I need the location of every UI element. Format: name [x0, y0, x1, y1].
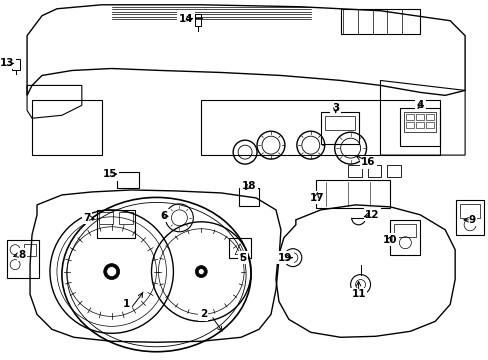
- Text: 17: 17: [309, 193, 324, 203]
- Bar: [455, 200, 483, 235]
- Bar: [426, 122, 433, 128]
- Text: 4: 4: [416, 100, 423, 110]
- Text: 12: 12: [365, 210, 379, 220]
- Bar: [7, 240, 39, 278]
- Bar: [459, 204, 479, 218]
- Bar: [340, 9, 420, 33]
- Text: 7: 7: [83, 213, 90, 223]
- Bar: [415, 122, 424, 128]
- Text: 13: 13: [0, 58, 14, 68]
- Circle shape: [195, 266, 207, 278]
- Bar: [119, 212, 132, 224]
- Circle shape: [106, 267, 117, 276]
- Circle shape: [198, 269, 204, 275]
- Text: 19: 19: [277, 253, 291, 263]
- Text: 5: 5: [239, 253, 246, 263]
- Bar: [415, 114, 424, 120]
- Bar: [324, 116, 354, 130]
- Text: 18: 18: [242, 181, 256, 191]
- Bar: [117, 172, 138, 188]
- Bar: [97, 210, 134, 238]
- Bar: [12, 59, 20, 71]
- Text: 2: 2: [199, 309, 206, 319]
- Text: 10: 10: [383, 235, 397, 245]
- Bar: [389, 220, 420, 255]
- Bar: [24, 244, 36, 256]
- Text: 6: 6: [161, 211, 168, 221]
- Bar: [195, 14, 201, 26]
- Bar: [347, 165, 361, 177]
- Bar: [320, 112, 358, 144]
- Text: 11: 11: [350, 289, 365, 300]
- Text: 15: 15: [102, 169, 117, 179]
- Text: 3: 3: [331, 103, 339, 113]
- Bar: [367, 165, 381, 177]
- Bar: [406, 122, 413, 128]
- Bar: [229, 238, 250, 258]
- Text: 8: 8: [19, 250, 26, 260]
- Text: 9: 9: [468, 215, 475, 225]
- Bar: [404, 112, 435, 132]
- Bar: [99, 212, 112, 224]
- Text: 16: 16: [361, 157, 375, 167]
- Circle shape: [103, 264, 120, 280]
- Bar: [239, 188, 259, 206]
- Bar: [394, 224, 415, 237]
- Bar: [400, 108, 439, 146]
- Bar: [386, 165, 401, 177]
- Bar: [426, 114, 433, 120]
- Text: 14: 14: [179, 14, 193, 24]
- Text: 1: 1: [123, 300, 130, 310]
- Bar: [406, 114, 413, 120]
- Bar: [315, 180, 389, 208]
